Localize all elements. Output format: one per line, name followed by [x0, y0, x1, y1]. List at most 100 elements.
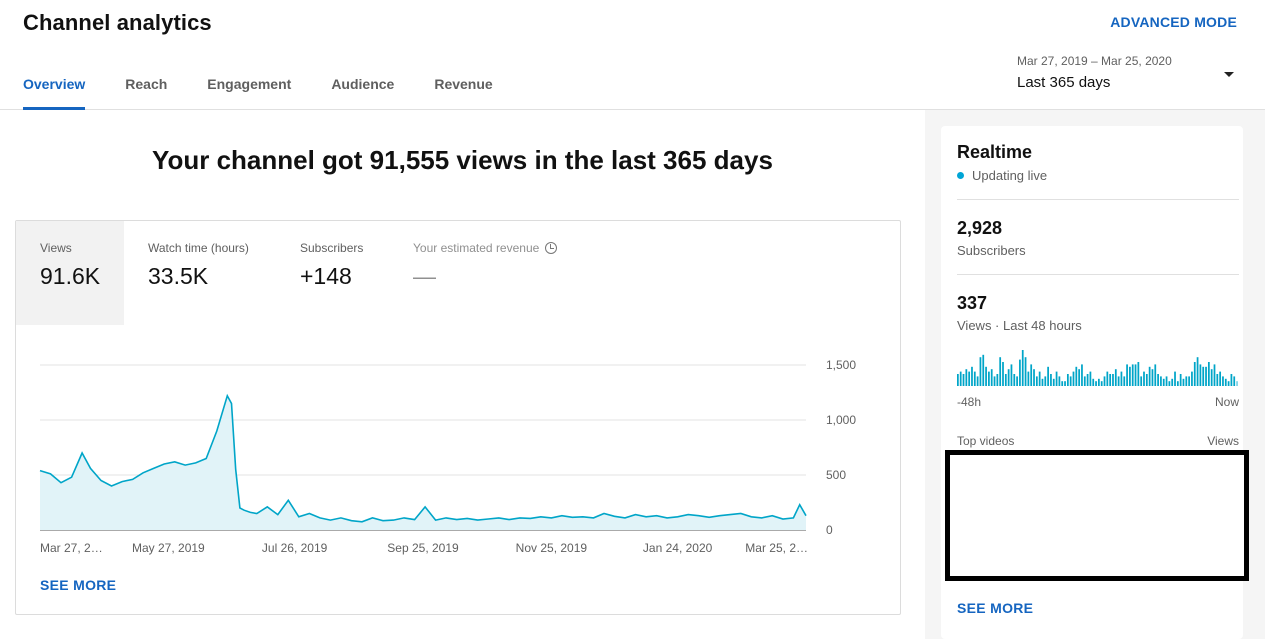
metric-estimated-revenue[interactable]: Your estimated revenue —: [413, 221, 583, 325]
realtime-bar-chart: [957, 350, 1238, 386]
realtime-bar: [1089, 371, 1092, 386]
realtime-bar: [1013, 374, 1016, 386]
metric-label: Watch time (hours): [148, 241, 249, 255]
realtime-bar: [1199, 364, 1202, 386]
realtime-bar: [1162, 378, 1165, 386]
realtime-bar: [1202, 366, 1205, 386]
subscribers-label: Subscribers: [957, 243, 1026, 258]
realtime-bar: [1131, 364, 1134, 386]
realtime-bar: [1058, 376, 1061, 386]
divider: [957, 199, 1239, 200]
realtime-bar: [1145, 374, 1148, 386]
realtime-bar: [1154, 364, 1157, 386]
metric-tabs: Views 91.6K Watch time (hours) 33.5K Sub…: [16, 221, 900, 325]
tab-audience[interactable]: Audience: [331, 76, 395, 92]
tab-revenue[interactable]: Revenue: [434, 76, 493, 92]
realtime-bar: [1030, 364, 1033, 386]
realtime-bar: [1078, 369, 1081, 386]
metric-value: 33.5K: [148, 263, 209, 289]
realtime-bar: [1064, 381, 1066, 386]
realtime-bar: [1236, 381, 1238, 386]
metric-views[interactable]: Views 91.6K: [16, 221, 124, 325]
realtime-bar: [1016, 376, 1018, 386]
realtime-bar: [1021, 350, 1024, 386]
realtime-bar: [1129, 366, 1131, 386]
tab-reach[interactable]: Reach: [125, 76, 168, 92]
realtime-bar: [1114, 369, 1117, 386]
realtime-bar: [1182, 378, 1185, 386]
tab-engagement[interactable]: Engagement: [207, 76, 292, 92]
metric-subscribers[interactable]: Subscribers +148: [300, 221, 400, 325]
page-title: Channel analytics: [23, 10, 212, 35]
realtime-bar: [1151, 369, 1154, 386]
realtime-bar: [1086, 374, 1089, 386]
realtime-bar: [1007, 369, 1010, 386]
realtime-bar: [1224, 378, 1227, 386]
date-range-picker[interactable]: Mar 27, 2019 – Mar 25, 2020 Last 365 day…: [1017, 54, 1242, 91]
realtime-bar: [1112, 374, 1114, 386]
realtime-bar: [1106, 371, 1109, 386]
realtime-bar: [979, 357, 982, 386]
views-series-line: [39, 393, 807, 523]
y-tick-label: 0: [826, 523, 833, 537]
realtime-bar: [1222, 376, 1224, 386]
realtime-bar: [1176, 381, 1179, 386]
realtime-bar: [1103, 376, 1106, 386]
subscribers-count: 2,928: [957, 218, 1003, 238]
realtime-bar: [1123, 376, 1126, 386]
realtime-bar: [1050, 374, 1052, 386]
realtime-title: Realtime: [957, 142, 1033, 162]
x-tick-label: Sep 25, 2019: [387, 541, 459, 555]
realtime-bar: [1148, 366, 1151, 386]
realtime-bar: [1216, 374, 1219, 386]
realtime-bar: [973, 371, 976, 386]
y-tick-label: 1,000: [826, 413, 856, 427]
realtime-bar: [1061, 381, 1064, 386]
realtime-bar: [1035, 376, 1038, 386]
redacted-top-videos: [945, 450, 1249, 581]
realtime-bar: [1165, 376, 1168, 386]
date-range-text: Mar 27, 2019 – Mar 25, 2020: [1017, 54, 1172, 68]
x-tick-label: Mar 27, 2…: [40, 541, 103, 555]
clock-icon: [545, 242, 558, 254]
realtime-bar: [1134, 364, 1137, 386]
metric-watch-time[interactable]: Watch time (hours) 33.5K: [148, 221, 288, 325]
divider: [957, 274, 1239, 275]
realtime-bar: [1095, 381, 1097, 386]
realtime-bar: [1207, 362, 1210, 386]
realtime-bar: [1137, 362, 1140, 386]
tab-overview[interactable]: Overview: [23, 76, 86, 110]
realtime-bar: [1191, 371, 1193, 386]
live-status: Updating live: [957, 168, 1047, 183]
realtime-bar: [1230, 374, 1233, 386]
realtime-bar: [962, 374, 965, 386]
realtime-bar: [1038, 371, 1041, 386]
views-chart: 1,500 1,000 500 0 Mar 27, 2… May 27, 2019 Jul …: [39, 358, 856, 555]
realtime-bar: [1098, 378, 1100, 386]
x-tick-label: Jan 24, 2020: [643, 541, 713, 555]
realtime-bar: [971, 366, 973, 386]
metric-label: Views: [40, 241, 72, 255]
see-more-link[interactable]: SEE MORE: [40, 577, 117, 593]
realtime-bar: [1033, 369, 1035, 386]
realtime-views-label: Views · Last 48 hours: [957, 318, 1082, 333]
realtime-bar: [1196, 357, 1199, 386]
realtime-see-more-link[interactable]: SEE MORE: [957, 600, 1034, 616]
views-headline: Your channel got 91,555 views in the las…: [152, 145, 773, 175]
realtime-bar: [1143, 371, 1145, 386]
advanced-mode-button[interactable]: ADVANCED MODE: [1110, 14, 1237, 30]
date-range-label: Last 365 days: [1017, 74, 1111, 91]
overview-panel: Your channel got 91,555 views in the las…: [0, 110, 925, 639]
realtime-bar: [985, 366, 987, 386]
realtime-bar: [1069, 376, 1072, 386]
metric-label: Your estimated revenue: [413, 241, 540, 255]
realtime-bar: [1075, 366, 1078, 386]
realtime-bar: [1072, 371, 1075, 386]
metrics-chart-card: Views 91.6K Watch time (hours) 33.5K Sub…: [15, 220, 901, 615]
realtime-bar: [1081, 364, 1083, 386]
realtime-bar: [1109, 374, 1112, 386]
realtime-bar: [1092, 378, 1095, 386]
metric-value: +148: [300, 263, 352, 289]
realtime-bar: [957, 374, 959, 386]
realtime-panel: Realtime Updating live 2,928 Subscribers…: [925, 110, 1265, 639]
